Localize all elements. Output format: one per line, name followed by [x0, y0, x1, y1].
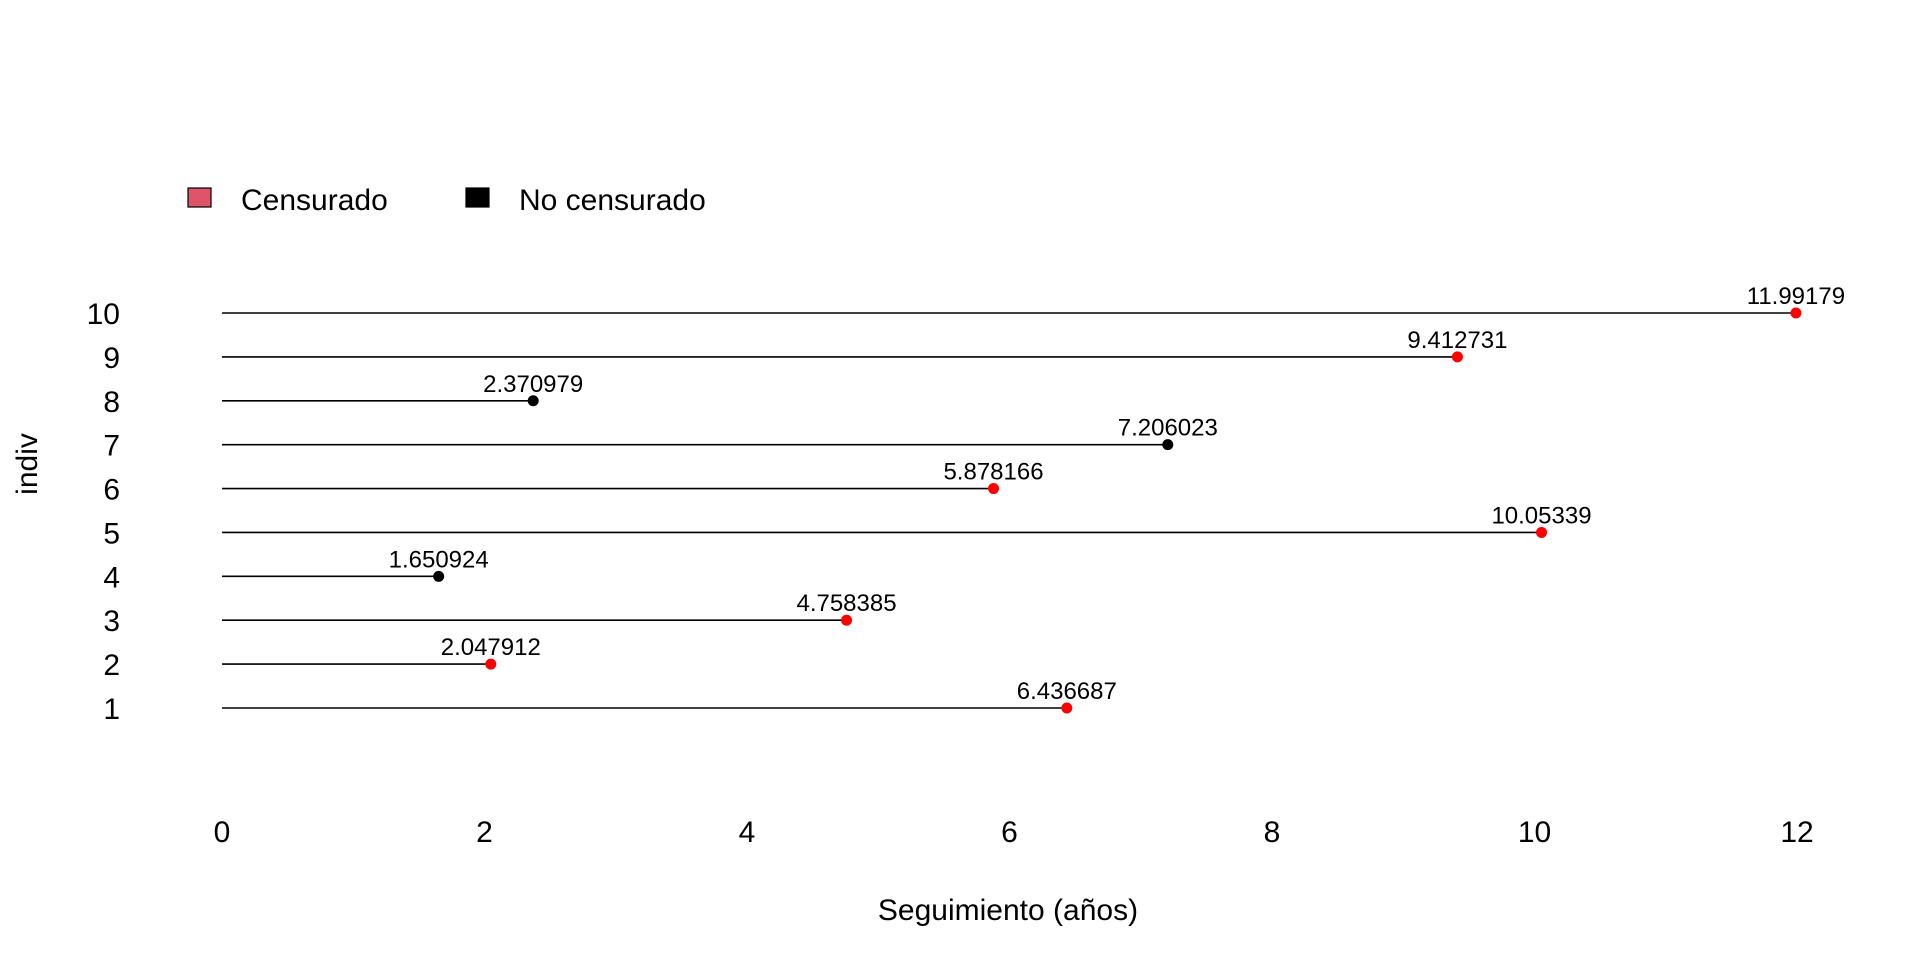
y-tick-label-5: 5 [103, 517, 120, 550]
x-tick-label-12: 12 [1780, 816, 1813, 849]
point-indiv-5 [1536, 526, 1548, 538]
point-indiv-10 [1790, 307, 1802, 319]
legend-swatch-censurado [187, 187, 212, 208]
data-label-indiv-3: 4.758385 [796, 590, 896, 617]
data-label-indiv-4: 1.650924 [389, 546, 489, 573]
point-indiv-4 [433, 570, 445, 582]
y-axis-ticks: 1 2 3 4 5 6 7 8 9 10 [87, 298, 120, 726]
y-tick-label-10: 10 [87, 298, 120, 331]
data-label-indiv-5: 10.05339 [1491, 502, 1591, 529]
point-indiv-2 [485, 658, 497, 670]
data-label-indiv-8: 2.370979 [483, 371, 583, 398]
y-tick-label-3: 3 [103, 605, 120, 638]
x-tick-label-4: 4 [739, 816, 756, 849]
x-tick-label-0: 0 [214, 816, 231, 849]
x-tick-label-10: 10 [1518, 816, 1551, 849]
x-axis-ticks: 0 2 4 6 8 10 12 [214, 816, 1814, 849]
legend: Censurado No censurado [187, 184, 706, 217]
chart-marks: 6.436687 2.047912 4.758385 1.650924 10.05339… [222, 283, 1845, 714]
x-tick-label-8: 8 [1264, 816, 1281, 849]
x-axis-title: Seguimiento (años) [878, 894, 1138, 927]
y-tick-label-1: 1 [103, 693, 120, 726]
y-tick-label-6: 6 [103, 474, 120, 507]
point-indiv-9 [1451, 351, 1463, 363]
point-indiv-6 [988, 483, 1000, 495]
y-tick-label-7: 7 [103, 430, 120, 463]
data-label-indiv-10: 11.99179 [1747, 283, 1845, 310]
x-tick-label-2: 2 [476, 816, 493, 849]
data-label-indiv-1: 6.436687 [1017, 678, 1117, 705]
legend-label-censurado: Censurado [241, 184, 388, 217]
y-tick-label-2: 2 [103, 649, 120, 682]
point-indiv-1 [1061, 702, 1073, 714]
legend-swatch-no_censurado [465, 187, 490, 208]
data-label-indiv-6: 5.878166 [943, 459, 1043, 486]
y-tick-label-9: 9 [103, 342, 120, 375]
y-axis-title: indiv [11, 433, 44, 495]
x-tick-label-6: 6 [1001, 816, 1018, 849]
data-label-indiv-7: 7.206023 [1118, 415, 1218, 442]
point-indiv-7 [1162, 439, 1174, 451]
data-label-indiv-9: 9.412731 [1407, 327, 1507, 354]
y-tick-label-8: 8 [103, 386, 120, 419]
data-label-indiv-2: 2.047912 [441, 634, 541, 661]
point-indiv-8 [527, 395, 539, 407]
y-tick-label-4: 4 [103, 561, 120, 594]
legend-label-no_censurado: No censurado [519, 184, 706, 217]
point-indiv-3 [841, 614, 853, 626]
